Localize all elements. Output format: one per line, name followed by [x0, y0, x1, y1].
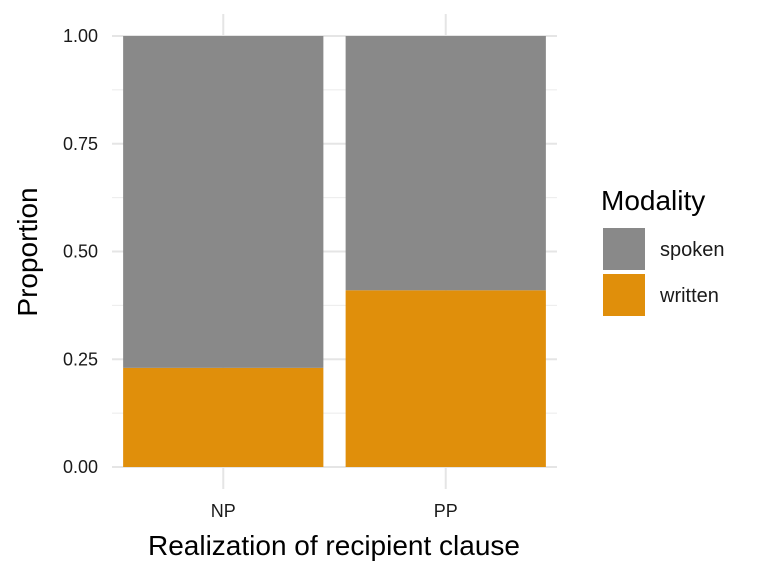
legend-label-written: written [659, 285, 719, 307]
legend-title: Modality [601, 185, 705, 216]
y-axis-title: Proportion [12, 187, 43, 316]
y-tick-label: 0.25 [63, 349, 98, 369]
bar-np-spoken [123, 36, 324, 368]
x-tick-labels: NP PP [211, 501, 458, 521]
legend-items: spoken written [603, 228, 725, 316]
x-axis-title: Realization of recipient clause [148, 530, 520, 561]
y-tick-label: 0.50 [63, 242, 98, 262]
x-tick-label: PP [434, 501, 458, 521]
bar-pp-spoken [345, 36, 546, 291]
legend-key-spoken [603, 228, 645, 270]
y-tick-labels: 0.00 0.25 0.50 0.75 1.00 [63, 26, 98, 477]
x-tick-label: NP [211, 501, 236, 521]
legend-key-written [603, 274, 645, 316]
bar-pp-written [345, 290, 546, 467]
bars [123, 36, 546, 467]
bar-np-written [123, 367, 324, 467]
y-tick-label: 0.75 [63, 134, 98, 154]
y-tick-label: 0.00 [63, 457, 98, 477]
legend: Modality spoken written [601, 185, 725, 316]
legend-label-spoken: spoken [660, 239, 725, 261]
y-tick-label: 1.00 [63, 26, 98, 46]
